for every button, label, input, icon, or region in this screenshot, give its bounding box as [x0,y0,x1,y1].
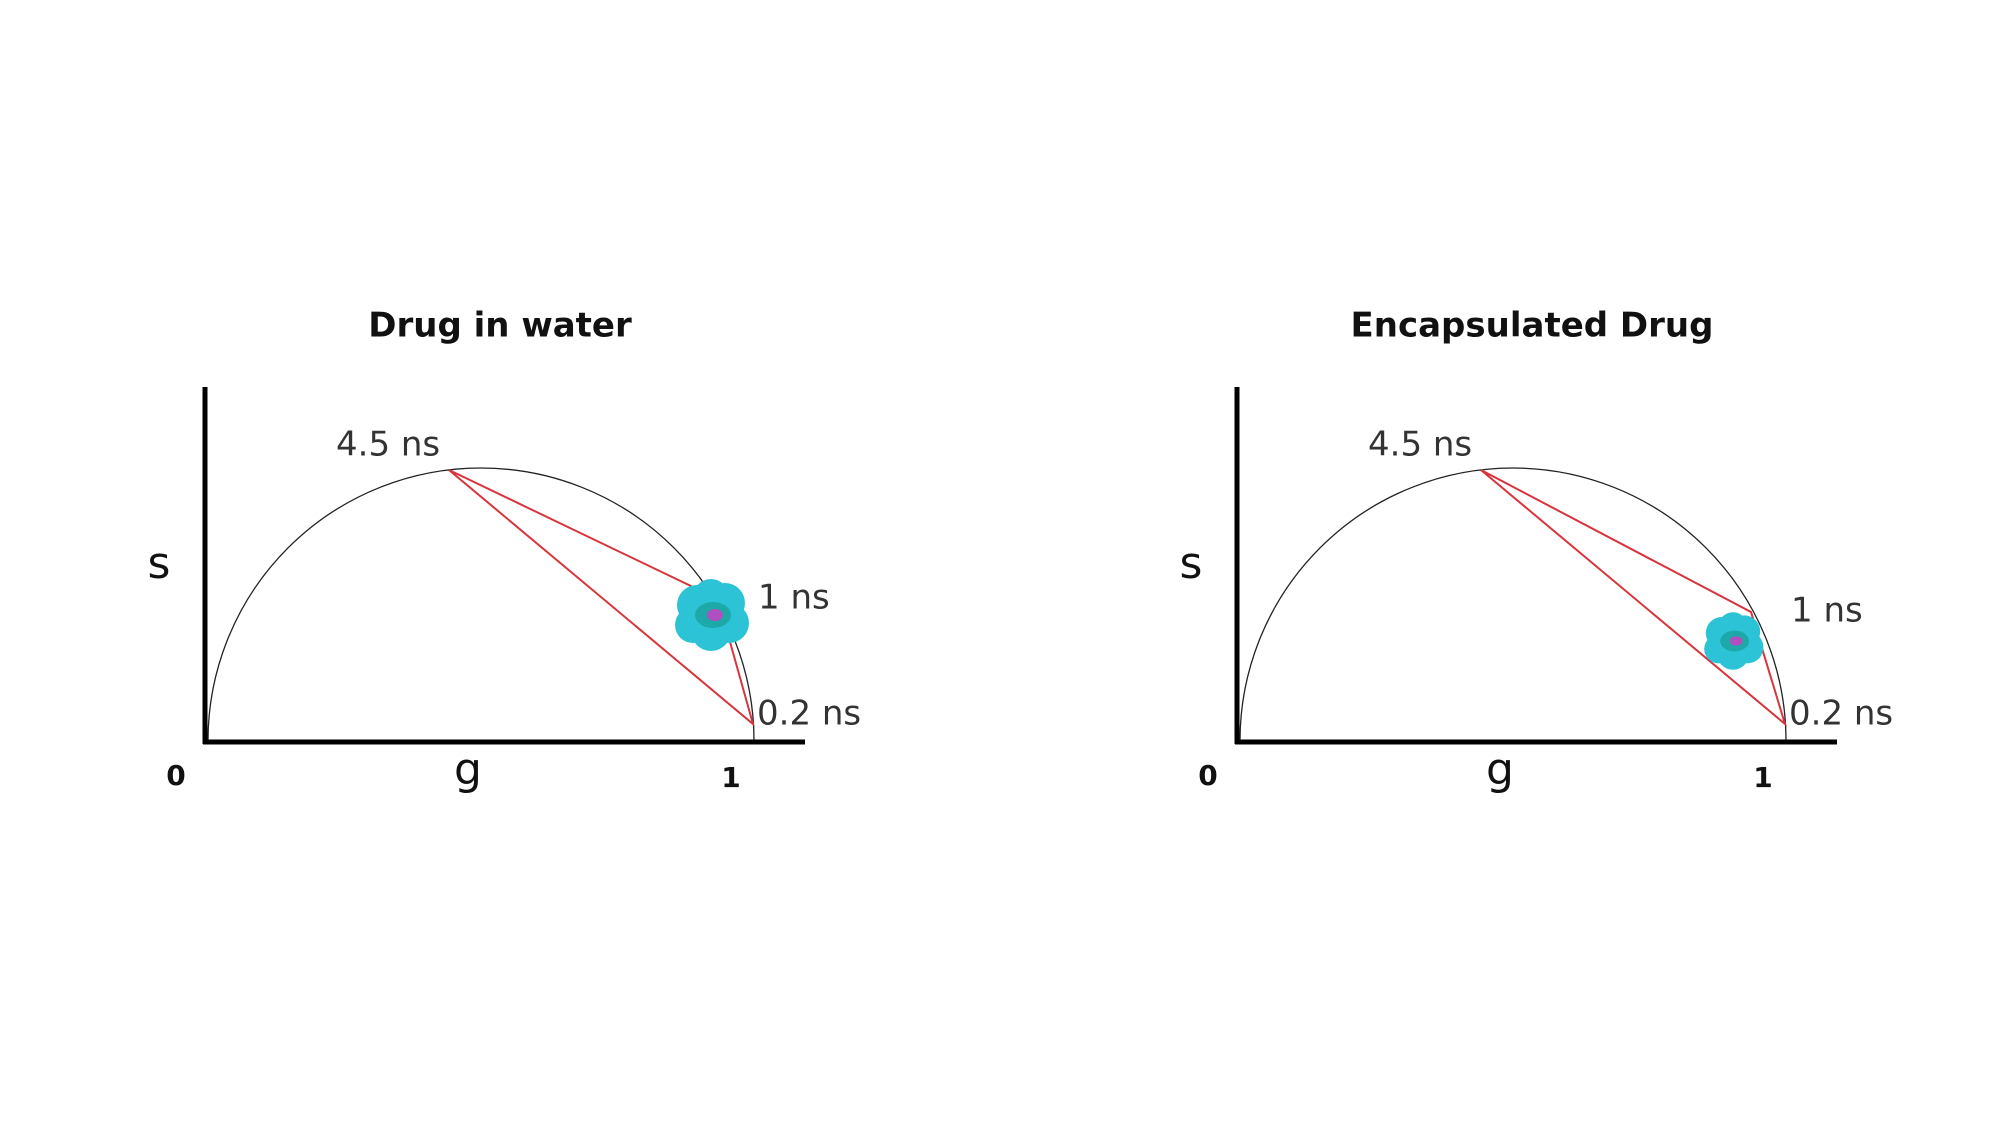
lifetime-label: 4.5 ns [336,425,440,465]
phasor-panel: Drug in water s g 0 1 4.5 ns 1 ns 0.2 ns [148,306,862,796]
x-end-label: 1 [1753,761,1772,794]
universal-semicircle [1239,467,1787,742]
universal-semicircle [207,467,755,742]
lifetime-label: 0.2 ns [1789,694,1893,734]
x-axis-label: g [454,744,482,795]
y-axis-label: s [1180,538,1203,589]
origin-label: 0 [1198,759,1217,792]
lifetime-label: 0.2 ns [757,694,861,734]
data-cluster [675,579,749,651]
lifetime-triangle [448,469,755,727]
lifetime-label: 1 ns [758,578,830,618]
x-end-label: 1 [721,761,740,794]
lifetime-triangle [1480,469,1787,727]
y-axis-label: s [148,538,171,589]
x-axis-label: g [1486,744,1514,795]
phasor-panel: Encapsulated Drug s g 0 1 4.5 ns 1 ns 0.2 ns [1180,306,1894,796]
panel-title: Encapsulated Drug [1351,306,1714,346]
cluster-core [1729,636,1743,646]
origin-label: 0 [166,759,185,792]
lifetime-label: 1 ns [1791,591,1863,631]
panel-title: Drug in water [368,306,632,346]
data-cluster [1704,612,1764,670]
lifetime-label: 4.5 ns [1368,425,1472,465]
cluster-core [707,609,723,621]
